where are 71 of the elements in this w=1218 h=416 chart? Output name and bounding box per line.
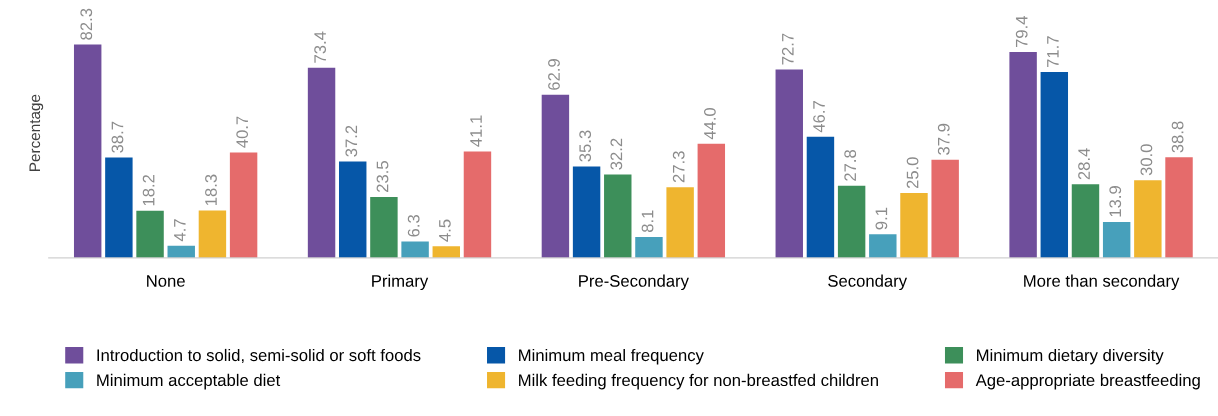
bar [666,187,694,258]
legend-label: Age-appropriate breastfeeding [975,373,1200,390]
legend-label: Milk feeding frequency for non-breastfed children [519,373,878,390]
bar [1134,180,1162,258]
x-tick-label: None [147,275,185,287]
bar [931,159,959,258]
data-label: 62.9 [548,59,560,90]
data-label: 23.5 [376,161,389,192]
bar [572,166,601,258]
bar [806,136,835,258]
bar [198,210,227,258]
y-axis-title: Percentage [29,94,44,171]
data-label: 38.8 [1171,121,1184,153]
bar [775,69,803,258]
bar [604,174,632,258]
bar [837,185,866,258]
bar [1165,157,1193,258]
data-label: 25.0 [906,157,919,189]
data-label: 32.2 [610,138,623,170]
bar [463,151,492,258]
x-tick-label: More than secondary [1024,274,1180,291]
bar [697,143,726,258]
bar [432,246,460,258]
data-label: 13.9 [1109,186,1122,217]
data-label: 71.7 [1047,36,1059,68]
bar [370,197,398,258]
bar [1009,52,1037,258]
data-label: 18.3 [205,174,217,206]
legend-label: Minimum acceptable diet [97,373,281,390]
bar [401,241,429,258]
x-tick-label: Primary [372,274,429,291]
bar [900,193,928,258]
bar [73,44,102,258]
legend-label: Minimum meal frequency [519,348,704,365]
bar [229,152,258,258]
data-label: 28.4 [1078,148,1090,180]
bar [307,67,336,258]
data-label: 27.3 [672,151,685,183]
data-label: 27.8 [844,149,857,181]
data-label: 35.3 [579,130,592,162]
x-tick-label: Secondary [828,274,908,291]
legend-label: Introduction to solid, semi-solid or soft foods [97,348,421,364]
data-label: 41.1 [470,115,482,147]
data-label: 8.1 [641,210,654,233]
bar [635,236,663,258]
data-label: 73.4 [314,31,327,63]
data-label: 4.5 [439,219,451,242]
data-label: 79.4 [1015,15,1028,48]
data-label: 72.7 [781,33,794,65]
data-label: 82.3 [80,8,93,40]
data-label: 30.0 [1140,144,1153,176]
bar [1071,184,1100,258]
data-label: 9.1 [875,207,888,230]
data-label: 44.0 [703,107,716,140]
bar [541,94,570,258]
bar [339,161,367,258]
data-label: 18.2 [142,174,155,206]
data-label: 46.7 [813,101,825,133]
bar [1040,72,1069,258]
bar [869,234,897,258]
bar [136,210,164,258]
legend-label: Minimum dietary diversity [977,348,1164,365]
bar [1102,221,1131,258]
data-label: 37.2 [345,125,358,157]
data-label: 38.7 [111,121,124,153]
data-label: 6.3 [407,214,420,237]
bar [105,157,133,258]
data-label: 40.7 [236,116,249,148]
data-label: 37.9 [937,123,950,155]
x-tick-label: Pre-Secondary [579,274,689,291]
data-label: 4.7 [174,219,186,242]
